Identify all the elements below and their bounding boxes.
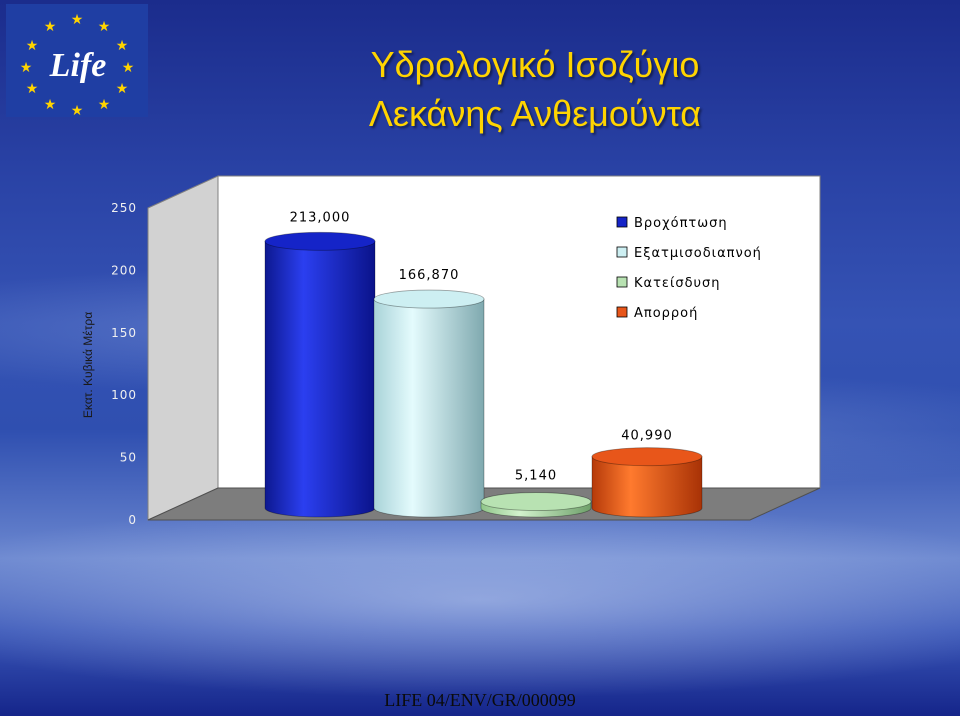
eu-stars: ★ ★ ★ ★ ★ ★ ★ ★ ★ ★ ★ ★ xyxy=(20,12,135,119)
life-logo: ★ ★ ★ ★ ★ ★ ★ ★ ★ ★ ★ ★ Life xyxy=(6,4,148,119)
y-tick-label: 50 xyxy=(120,451,137,465)
svg-text:★: ★ xyxy=(44,19,57,35)
svg-text:★: ★ xyxy=(26,81,39,97)
data-label: 166,870 xyxy=(399,268,460,283)
data-label: 40,990 xyxy=(621,429,673,444)
side-wall xyxy=(147,175,219,521)
legend-swatch xyxy=(616,216,628,228)
svg-text:★: ★ xyxy=(26,38,39,54)
bar-top xyxy=(264,231,376,251)
legend-label: Απορροή xyxy=(634,306,698,321)
y-tick-labels: 0 50 100 150 200 250 xyxy=(111,201,137,527)
bar-body xyxy=(373,298,485,518)
data-label: 213,000 xyxy=(290,210,351,225)
svg-text:★: ★ xyxy=(98,19,111,35)
y-tick-label: 0 xyxy=(128,513,137,527)
data-labels: 213,000 166,870 5,140 40,990 xyxy=(290,210,673,484)
page-title-line2: Λεκάνης Ανθεμούντα xyxy=(368,93,702,134)
bar-top xyxy=(591,447,703,467)
legend: Βροχόπτωση Εξατμισοδιαπνοή Κατείσδυση Απορρ… xyxy=(616,216,762,321)
logo-wordmark: Life xyxy=(49,47,107,84)
svg-text:★: ★ xyxy=(116,81,129,97)
page-title-line1: Υδρολογικό Ισοζύγιο xyxy=(370,44,700,85)
bar xyxy=(591,447,703,518)
svg-text:★: ★ xyxy=(71,12,84,28)
svg-text:★: ★ xyxy=(71,103,84,117)
bar-body xyxy=(264,240,376,518)
life-logo-graphic: ★ ★ ★ ★ ★ ★ ★ ★ ★ ★ ★ ★ Life xyxy=(20,12,135,119)
legend-label: Εξατμισοδιαπνοή xyxy=(634,246,762,261)
y-axis-label: Εκατ. Κυβικά Μέτρα xyxy=(81,312,95,418)
bars-group xyxy=(264,231,703,518)
bar xyxy=(264,231,376,518)
legend-label: Βροχόπτωση xyxy=(634,216,728,231)
y-tick-label: 150 xyxy=(111,326,137,340)
y-tick-label: 250 xyxy=(111,201,137,215)
bar-top xyxy=(373,289,485,309)
svg-text:★: ★ xyxy=(44,97,57,113)
legend-swatch xyxy=(616,276,628,288)
legend-label: Κατείσδυση xyxy=(634,276,721,291)
y-tick-label: 200 xyxy=(111,263,137,277)
data-label: 5,140 xyxy=(515,469,557,484)
bar xyxy=(373,289,485,518)
footer-code: LIFE 04/ENV/GR/000099 xyxy=(384,690,576,710)
svg-text:★: ★ xyxy=(116,38,129,54)
legend-swatch xyxy=(616,246,628,258)
legend-swatch xyxy=(616,306,628,318)
bar-top xyxy=(480,492,592,511)
bar xyxy=(480,492,592,518)
bar-body xyxy=(591,456,703,518)
svg-text:★: ★ xyxy=(20,60,33,76)
y-tick-label: 100 xyxy=(111,388,137,402)
svg-text:★: ★ xyxy=(122,60,135,76)
svg-text:★: ★ xyxy=(98,97,111,113)
